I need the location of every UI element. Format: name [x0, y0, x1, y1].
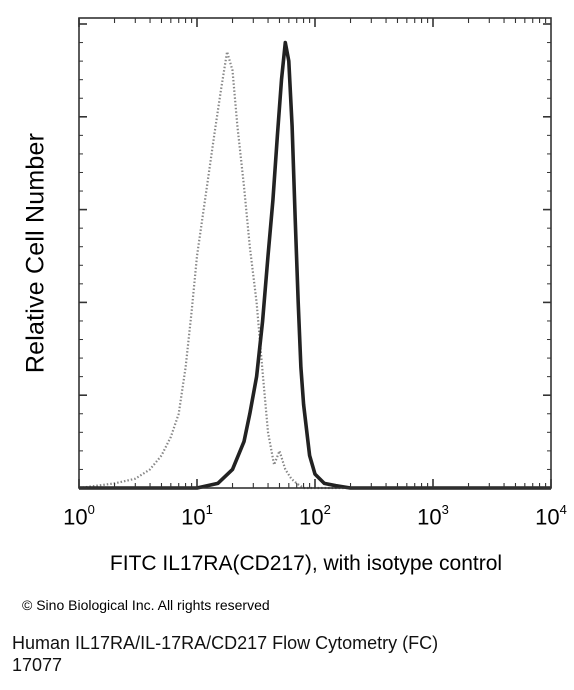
x-tick-exponent: 0	[87, 502, 95, 517]
x-tick-base: 10	[181, 504, 206, 530]
x-tick-base: 10	[299, 504, 324, 530]
x-axis-label: FITC IL17RA(CD217), with isotype control	[109, 552, 503, 575]
x-tick-label: 103	[417, 502, 449, 530]
y-axis-label: Relative Cell Number	[21, 132, 50, 374]
plot-frame	[78, 17, 552, 489]
histogram-series-1	[78, 50, 551, 490]
x-tick-exponent: 3	[441, 502, 449, 517]
x-tick-base: 10	[63, 504, 88, 530]
histogram-series-2	[79, 40, 551, 490]
x-tick-exponent: 1	[205, 502, 213, 517]
x-tick-exponent: 2	[323, 502, 331, 517]
figure-caption: Human IL17RA/IL-17RA/CD217 Flow Cytometr…	[12, 632, 438, 676]
x-tick-exponent: 4	[559, 502, 567, 517]
series-layer	[78, 40, 551, 490]
x-tick-label: 101	[181, 502, 213, 530]
x-tick-label: 100	[63, 502, 95, 530]
x-tick-base: 10	[417, 504, 442, 530]
x-tick-label: 102	[299, 502, 331, 530]
x-tick-base: 10	[535, 504, 560, 530]
x-tick-label: 104	[535, 502, 567, 530]
copyright-notice: © Sino Biological Inc. All rights reserv…	[22, 597, 270, 613]
caption-catalog-number: 17077	[12, 655, 63, 675]
caption-title: Human IL17RA/IL-17RA/CD217 Flow Cytometr…	[12, 633, 439, 653]
tick-layer	[78, 18, 552, 489]
